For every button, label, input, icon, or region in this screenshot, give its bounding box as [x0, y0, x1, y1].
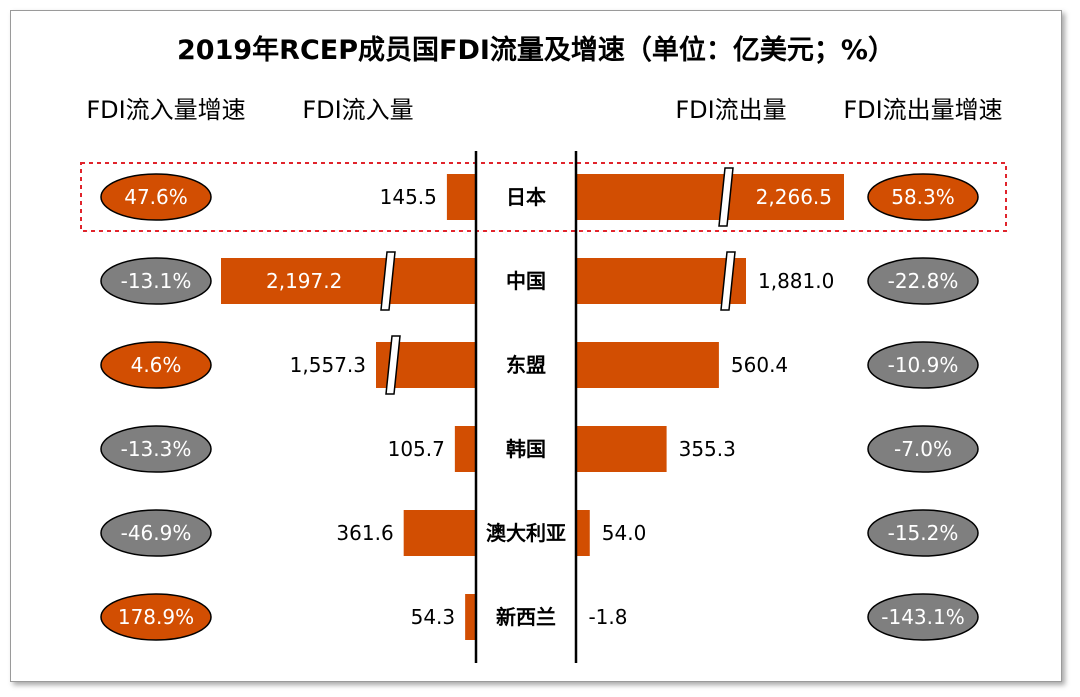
inflow-value-label: 361.6 [336, 521, 393, 545]
inflow-value-label: 2,197.2 [266, 269, 342, 293]
inflow-bar [403, 510, 476, 556]
inflow-growth-ellipse [100, 509, 212, 557]
outflow-growth-label: -10.9% [888, 353, 959, 377]
highlight-frame [80, 162, 1007, 232]
inflow-growth-ellipse [100, 173, 212, 221]
outflow-growth-label: -7.0% [894, 437, 952, 461]
header-inflow: FDI流入量 [302, 96, 413, 124]
inflow-growth-ellipse [100, 425, 212, 473]
inflow-growth-label: -46.9% [121, 521, 192, 545]
header-inflow-growth: FDI流入量增速 [86, 96, 245, 124]
outflow-value-label: 54.0 [602, 521, 647, 545]
inflow-value-label: 54.3 [411, 605, 456, 629]
inflow-growth-label: -13.3% [121, 437, 192, 461]
axis-break-mark [385, 335, 401, 395]
outflow-growth-ellipse [867, 257, 979, 305]
country-label: 中国 [506, 269, 546, 293]
inflow-growth-label: 4.6% [131, 353, 182, 377]
outflow-value-label: 355.3 [679, 437, 736, 461]
inflow-bar [446, 174, 476, 220]
axis-break-mark [718, 167, 734, 227]
axis-break-mark [380, 251, 396, 311]
header-outflow-growth: FDI流出量增速 [843, 96, 1002, 124]
outflow-growth-ellipse [867, 173, 979, 221]
outflow-value-label: 560.4 [731, 353, 788, 377]
chart-frame: 2019年RCEP成员国FDI流量及增速（单位：亿美元；%） FDI流入量增速 … [10, 10, 1062, 682]
inflow-value-label: 1,557.3 [290, 353, 366, 377]
outflow-growth-ellipse [867, 341, 979, 389]
outflow-growth-label: 58.3% [891, 185, 955, 209]
outflow-value-label: 1,881.0 [758, 269, 834, 293]
outflow-bar [576, 174, 844, 220]
inflow-growth-ellipse [100, 341, 212, 389]
chart-svg: 2019年RCEP成员国FDI流量及增速（单位：亿美元；%） FDI流入量增速 … [80, 34, 1007, 663]
country-label: 日本 [506, 185, 546, 209]
inflow-bar [454, 426, 476, 472]
inflow-growth-label: 178.9% [118, 605, 194, 629]
outflow-bar [576, 342, 719, 388]
country-label: 韩国 [506, 437, 546, 461]
outflow-bar [576, 258, 746, 304]
outflow-value-label: 2,266.5 [756, 185, 832, 209]
country-label: 新西兰 [496, 605, 556, 629]
outflow-growth-label: -22.8% [888, 269, 959, 293]
outflow-growth-ellipse [867, 509, 979, 557]
plot-layer: 145.5 2,266.5 47.6% 58.3% 日本 2,197.2 1,881.0 -1… [80, 151, 1007, 663]
inflow-value-label: 105.7 [388, 437, 445, 461]
inflow-bar [221, 258, 476, 304]
country-label: 东盟 [506, 353, 546, 377]
outflow-growth-label: -143.1% [881, 605, 964, 629]
inflow-growth-ellipse [100, 593, 212, 641]
outflow-growth-ellipse [867, 593, 979, 641]
inflow-growth-label: 47.6% [124, 185, 188, 209]
inflow-value-label: 145.5 [380, 185, 437, 209]
outflow-growth-label: -15.2% [888, 521, 959, 545]
outflow-bar [576, 426, 667, 472]
header-outflow: FDI流出量 [675, 96, 786, 124]
axis-break-mark [720, 251, 736, 311]
inflow-growth-label: -13.1% [121, 269, 192, 293]
outflow-growth-ellipse [867, 425, 979, 473]
country-label: 澳大利亚 [486, 521, 566, 545]
outflow-value-label: -1.8 [588, 605, 627, 629]
inflow-growth-ellipse [100, 257, 212, 305]
inflow-bar [465, 594, 476, 640]
chart-title: 2019年RCEP成员国FDI流量及增速（单位：亿美元；%） [177, 34, 895, 66]
outflow-bar [576, 510, 590, 556]
